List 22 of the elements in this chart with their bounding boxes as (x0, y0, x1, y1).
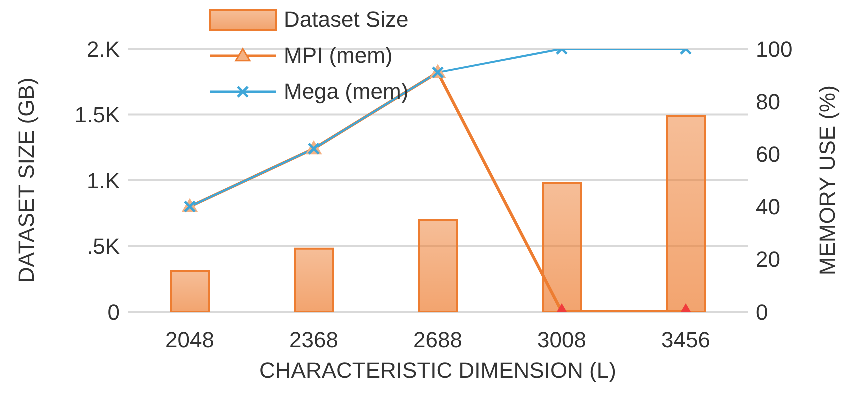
x-tick-label: 3456 (662, 328, 710, 353)
y-axis-title: DATASET SIZE (GB) (14, 78, 39, 284)
y-tick-label: 0 (108, 300, 120, 325)
x-tick-label: 2048 (166, 328, 214, 353)
x-tick-label: 2688 (414, 328, 462, 353)
x-tick-label: 2368 (290, 328, 338, 353)
legend-label: MPI (mem) (284, 42, 393, 70)
y-tick-label: .5K (86, 234, 120, 260)
x-tick-label: 3008 (538, 328, 586, 353)
x-axis-title: CHARACTERISTIC DIMENSION (L) (260, 358, 616, 383)
y2-tick-label: 100 (756, 36, 793, 62)
y2-axis-title: MEMORY USE (%) (814, 86, 840, 276)
y2-tick-label: 40 (756, 194, 780, 220)
y-tick-label: 2.K (86, 36, 120, 62)
y-tick-label: 1.5K (74, 102, 120, 128)
legend-label: Dataset Size (284, 6, 409, 34)
legend-label: Mega (mem) (284, 78, 409, 106)
y2-tick-label: 0 (756, 300, 768, 325)
y2-tick-label: 20 (756, 247, 780, 272)
y2-tick-label: 60 (756, 142, 780, 168)
y-tick-label: 1.K (86, 168, 120, 194)
y2-tick-label: 80 (756, 89, 780, 114)
